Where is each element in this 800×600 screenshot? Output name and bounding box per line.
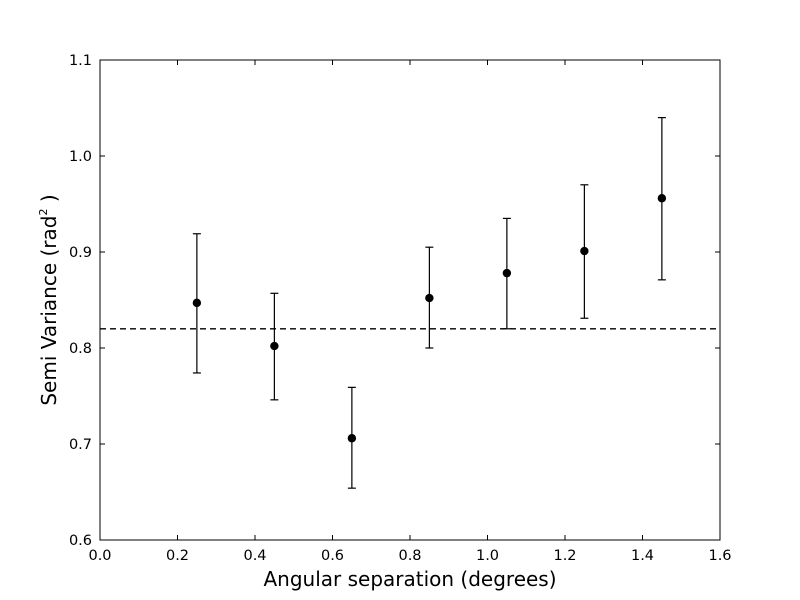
y-tick-label: 0.7 xyxy=(69,437,92,453)
data-point xyxy=(347,434,357,443)
x-tick-label: 0.8 xyxy=(398,548,421,564)
x-tick-label: 1.4 xyxy=(631,548,654,564)
x-axis-title: Angular separation (degrees) xyxy=(263,567,556,591)
plot-frame xyxy=(99,59,721,541)
y-tick-label: 1.1 xyxy=(69,53,92,69)
x-tick-label: 0.4 xyxy=(243,548,266,564)
x-tick-label: 1.0 xyxy=(476,548,499,564)
y-tick-label: 0.8 xyxy=(69,341,92,357)
data-point xyxy=(657,194,667,203)
y-axis-title: Semi Variance (rad2 ) xyxy=(37,194,61,405)
data-point xyxy=(580,246,589,256)
y-tick-label: 1.0 xyxy=(69,149,92,165)
data-point xyxy=(192,298,202,308)
data-point xyxy=(502,268,512,278)
x-tick-label: 1.2 xyxy=(553,548,576,564)
y-tick-label: 0.9 xyxy=(69,245,92,261)
x-tick-label: 0.0 xyxy=(88,548,111,564)
y-tick-label: 0.6 xyxy=(69,533,92,549)
data-point xyxy=(425,293,434,303)
data-point xyxy=(270,341,279,351)
x-tick-label: 0.2 xyxy=(166,548,189,564)
x-tick-label: 1.6 xyxy=(708,548,731,564)
x-tick-label: 0.6 xyxy=(321,548,344,564)
